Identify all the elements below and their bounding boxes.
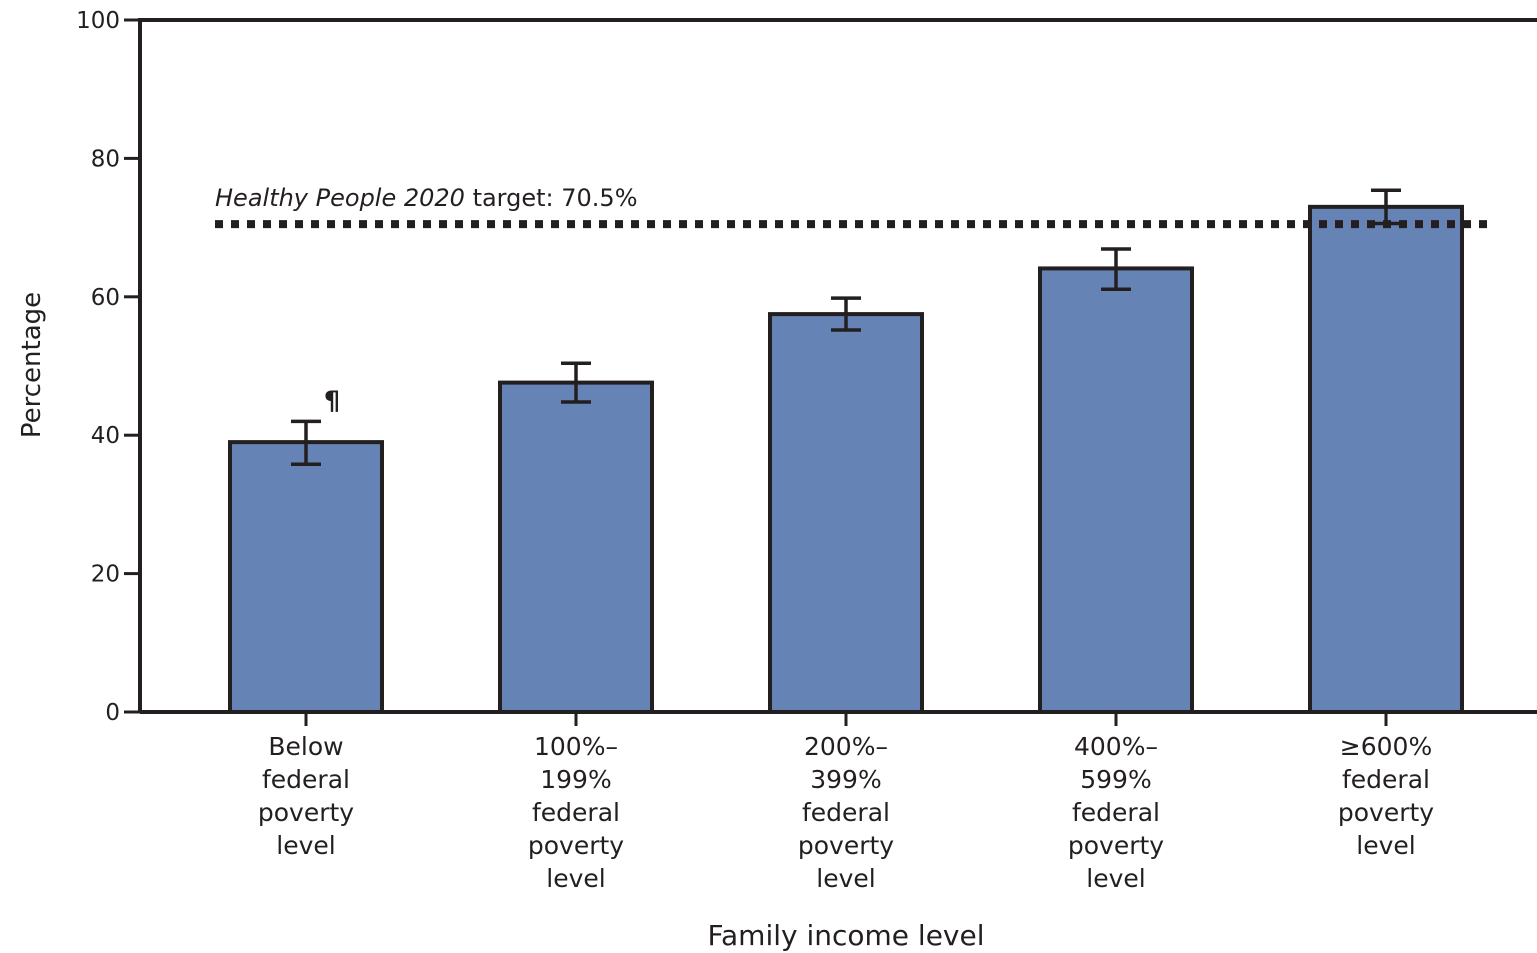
- y-axis-ticks: 0 20 40 60 80 100: [76, 8, 140, 726]
- category-label-line: Below: [268, 732, 343, 761]
- x-axis-title: Family income level: [707, 919, 984, 952]
- category-label-line: federal: [802, 798, 890, 827]
- x-category-label: ≥600% federal poverty level: [1338, 732, 1434, 860]
- category-label-line: 399%: [810, 765, 881, 794]
- y-axis-title: Percentage: [17, 292, 47, 438]
- category-label-line: level: [1356, 831, 1415, 860]
- category-label-line: federal: [532, 798, 620, 827]
- category-label-line: level: [276, 831, 335, 860]
- x-category-label: 400%– 599% federal poverty level: [1068, 732, 1164, 893]
- y-tick-label: 60: [91, 285, 120, 311]
- bar: [1038, 266, 1194, 714]
- category-label-line: 400%–: [1074, 732, 1158, 761]
- category-label-line: 100%–: [534, 732, 618, 761]
- category-label-line: federal: [1072, 798, 1160, 827]
- category-label-line: level: [1086, 864, 1145, 893]
- category-label-line: federal: [1342, 765, 1430, 794]
- axes: [138, 18, 1537, 714]
- bar: [228, 440, 384, 714]
- x-category-label: Below federal poverty level: [258, 732, 354, 860]
- category-label-line: poverty: [528, 831, 624, 860]
- category-label-line: poverty: [798, 831, 894, 860]
- error-bars: ¶: [291, 188, 1401, 467]
- y-tick-label: 80: [91, 146, 120, 172]
- category-label-line: level: [816, 864, 875, 893]
- category-label-line: level: [546, 864, 605, 893]
- x-category-labels: Below federal poverty level 100%– 199% federal…: [258, 732, 1434, 893]
- x-category-label: 200%– 399% federal poverty level: [798, 732, 894, 893]
- category-label-line: poverty: [1338, 798, 1434, 827]
- category-label-line: federal: [262, 765, 350, 794]
- y-tick-label: 100: [76, 8, 120, 34]
- x-category-label: 100%– 199% federal poverty level: [528, 732, 624, 893]
- bar: [498, 380, 654, 714]
- bar: [768, 312, 924, 714]
- category-label-line: poverty: [258, 798, 354, 827]
- category-label-line: poverty: [1068, 831, 1164, 860]
- category-label-line: 199%: [540, 765, 611, 794]
- target-reference-line: Healthy People 2020 target: 70.5%: [215, 184, 1495, 229]
- y-tick-label: 40: [91, 423, 120, 449]
- category-label-line: 599%: [1080, 765, 1151, 794]
- target-label-text: target: 70.5%: [465, 184, 638, 212]
- y-tick-label: 0: [105, 700, 120, 726]
- bar-footnote-marker: ¶: [324, 386, 341, 416]
- target-line-label: Healthy People 2020 target: 70.5%: [215, 184, 638, 212]
- category-label-line: ≥600%: [1340, 732, 1432, 761]
- bar: [1308, 204, 1464, 714]
- target-label-italic: Healthy People 2020: [215, 184, 465, 212]
- bars: [228, 204, 1464, 726]
- category-label-line: 200%–: [804, 732, 888, 761]
- y-tick-label: 20: [91, 562, 120, 588]
